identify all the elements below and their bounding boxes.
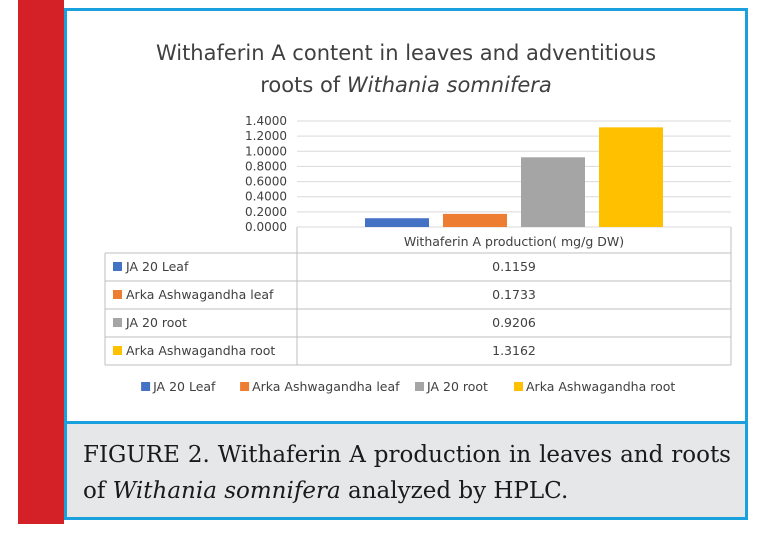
y-tick-label: 0.0000 [245, 220, 287, 234]
bar-2 [443, 213, 507, 227]
table-row-label: Arka Ashwagandha leaf [126, 287, 274, 302]
legend-label: Arka Ashwagandha leaf [252, 379, 400, 394]
legend-label: JA 20 Leaf [152, 379, 216, 394]
caption-text-end: analyzed by HPLC. [340, 478, 569, 504]
chart-title-species: Withania somnifera [346, 73, 552, 97]
table-row-value: 1.3162 [492, 343, 536, 358]
figure-frame: Withaferin A content in leaves and adven… [64, 8, 748, 520]
table-row-value: 0.1159 [492, 259, 536, 274]
caption-text: FIGURE 2. Withaferin A production in lea… [83, 442, 731, 504]
chart-title-line1: Withaferin A content in leaves and adven… [155, 41, 657, 65]
legend-key-2 [240, 382, 250, 391]
caption-species: Withania somnifera [112, 478, 341, 504]
y-tick-label: 0.8000 [245, 159, 287, 173]
table-key-1 [113, 262, 122, 271]
y-tick-label: 1.0000 [245, 144, 287, 158]
y-tick-label: 0.4000 [245, 190, 287, 204]
table-row-label: Arka Ashwagandha root [126, 343, 275, 358]
y-tick-label: 0.6000 [245, 175, 287, 189]
table-row-label: JA 20 Leaf [125, 259, 189, 274]
table-row-value: 0.9206 [492, 315, 536, 330]
legend-key-4 [514, 382, 523, 391]
y-tick-label: 1.4000 [245, 114, 287, 128]
legend-label: JA 20 root [426, 379, 488, 394]
y-tick-label: 0.2000 [245, 205, 287, 219]
table-key-2 [113, 290, 122, 299]
legend-key-1 [141, 382, 151, 391]
legend-key-3 [415, 382, 424, 391]
y-tick-label: 1.2000 [245, 129, 287, 143]
table-row-value: 0.1733 [492, 287, 536, 302]
bar-1 [365, 218, 429, 227]
legend-label: Arka Ashwagandha root [526, 379, 675, 394]
chart-title: Withaferin A content in leaves and adven… [67, 37, 745, 101]
figure-caption: FIGURE 2. Withaferin A production in lea… [67, 424, 745, 517]
chart-title-text: roots of [260, 73, 347, 97]
bar-4 [599, 127, 663, 227]
table-key-3 [113, 318, 122, 327]
table-header-category: Withaferin A production( mg/g DW) [404, 234, 624, 249]
bar-3 [521, 157, 585, 227]
caption-divider [67, 421, 745, 424]
table-key-4 [113, 346, 122, 355]
chart-panel: Withaferin A content in leaves and adven… [67, 11, 745, 421]
table-row-label: JA 20 root [125, 315, 187, 330]
chart-title-line2: roots of Withania somnifera [67, 69, 745, 101]
side-accent-bar [18, 0, 64, 524]
